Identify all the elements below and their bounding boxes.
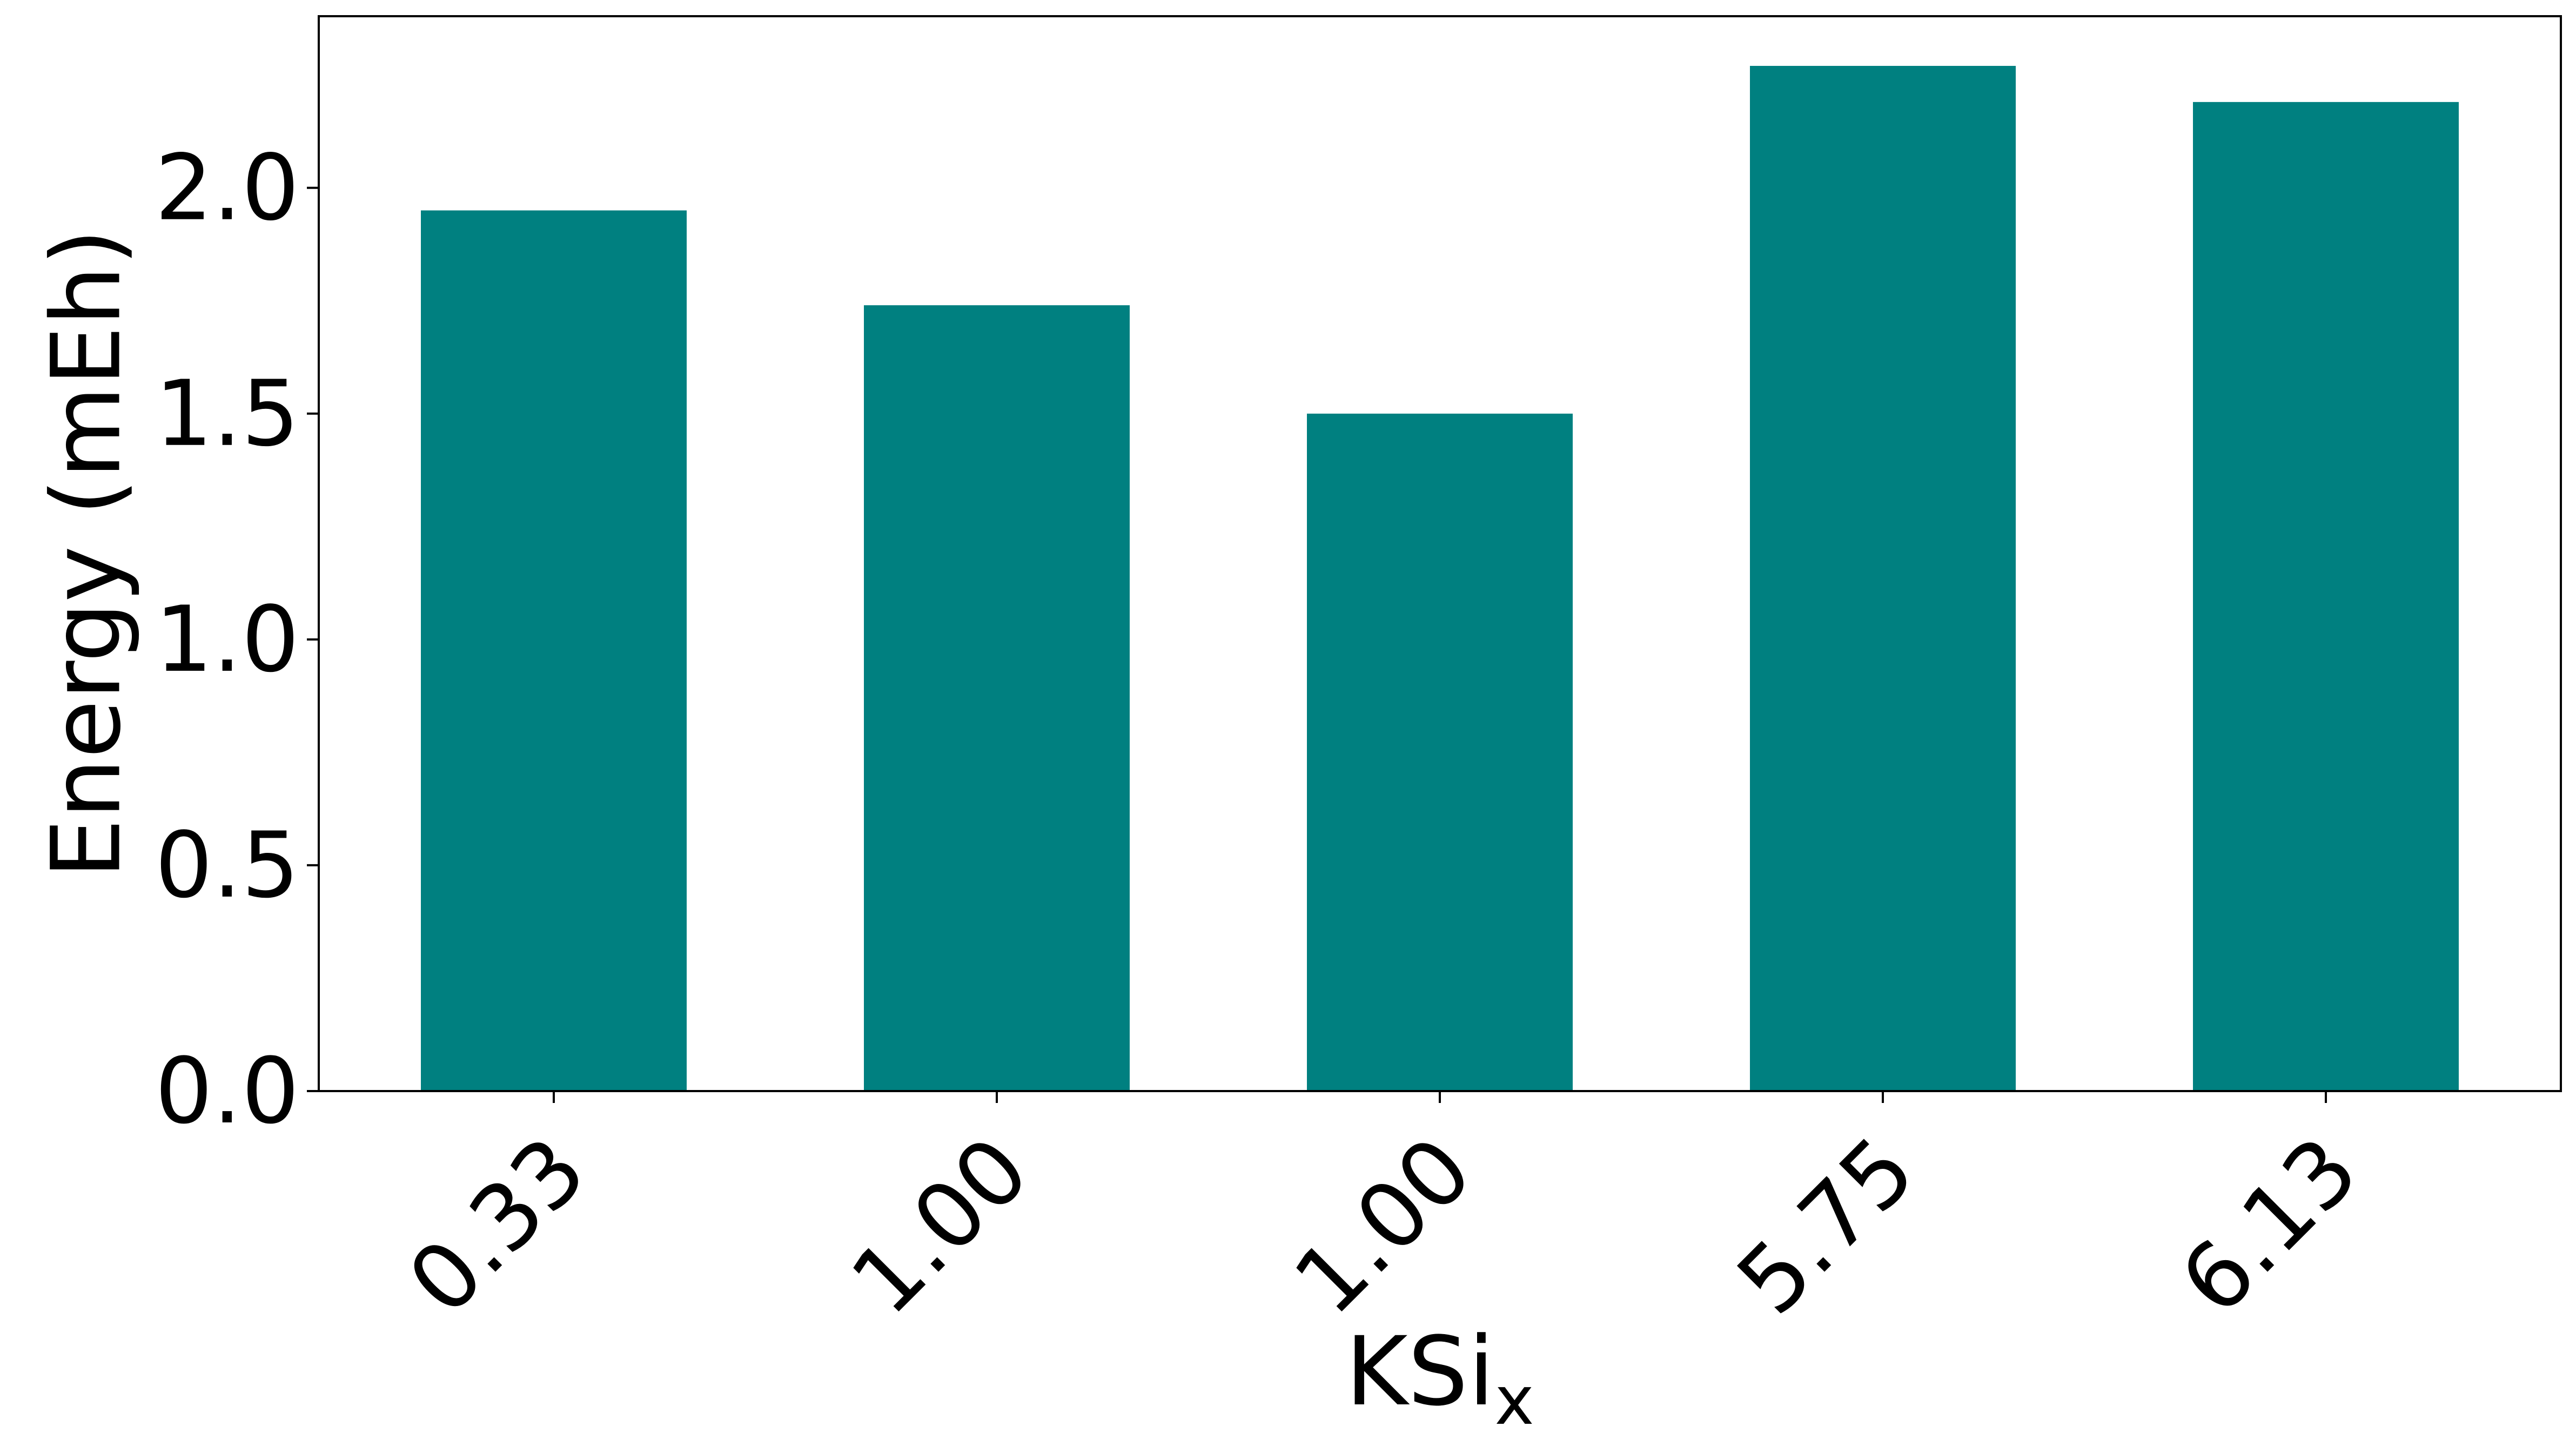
x-axis-label-main: KSi xyxy=(1345,1316,1494,1427)
y-ticks: 0.0 0.5 1.0 1.5 2.0 xyxy=(155,135,319,1144)
y-tick-label-2: 1.0 xyxy=(155,587,299,692)
x-axis-label-subscript: x xyxy=(1494,1362,1534,1437)
y-tick-label-3: 1.5 xyxy=(155,361,299,467)
bar-4 xyxy=(2193,102,2459,1092)
bar-1 xyxy=(864,305,1130,1092)
y-axis-label: Energy (mEh) xyxy=(31,228,142,879)
bars-layer xyxy=(421,65,2459,1092)
bar-2 xyxy=(1307,413,1573,1091)
x-axis-label: KSix xyxy=(1345,1316,1534,1437)
y-tick-label-1: 0.5 xyxy=(155,812,299,918)
bar-3 xyxy=(1750,65,2016,1091)
y-tick-label-4: 2.0 xyxy=(155,135,299,241)
y-tick-label-0: 0.0 xyxy=(155,1038,299,1144)
bar-0 xyxy=(421,210,687,1091)
